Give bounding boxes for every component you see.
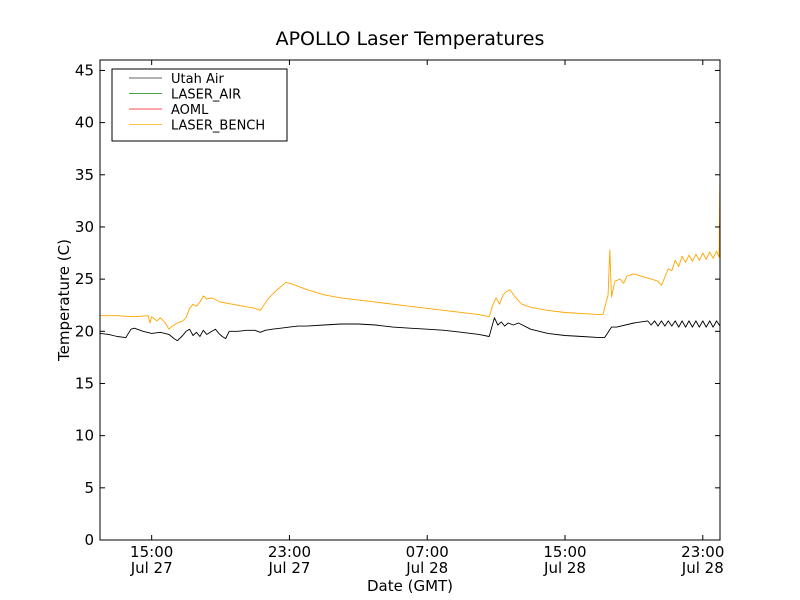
x-tick-label-date: Jul 28 xyxy=(543,559,586,577)
x-tick-label-date: Jul 27 xyxy=(130,559,173,577)
series-line-laser-bench xyxy=(100,169,721,330)
legend-label: AOML xyxy=(171,103,209,118)
legend-label: LASER_AIR xyxy=(171,88,241,103)
series-line-utah-air xyxy=(99,317,721,342)
y-tick-label: 5 xyxy=(84,479,94,497)
y-tick-label: 40 xyxy=(75,114,94,132)
x-tick-label-date: Jul 28 xyxy=(405,559,448,577)
y-axis-label: Temperature (C) xyxy=(55,239,73,362)
series-layer xyxy=(99,169,721,342)
y-tick-label: 10 xyxy=(75,427,94,445)
y-tick-label: 25 xyxy=(75,270,94,288)
legend-label: Utah Air xyxy=(171,72,224,87)
y-tick-label: 35 xyxy=(75,166,94,184)
x-tick-label-time: 15:00 xyxy=(130,543,173,561)
y-tick-label: 0 xyxy=(84,531,94,549)
plot-frame xyxy=(99,59,721,541)
y-tick-label: 30 xyxy=(75,218,94,236)
y-tick-label: 45 xyxy=(75,61,94,79)
x-tick-label-date: Jul 27 xyxy=(267,559,310,577)
legend-frame xyxy=(111,68,288,142)
x-tick-label-time: 07:00 xyxy=(406,543,449,561)
chart-title: APOLLO Laser Temperatures xyxy=(276,28,545,50)
x-tick-label-time: 23:00 xyxy=(268,543,311,561)
y-tick-label: 20 xyxy=(75,322,94,340)
y-tick-label: 15 xyxy=(75,374,94,392)
x-tick-label-time: 15:00 xyxy=(543,543,586,561)
x-tick-label-time: 23:00 xyxy=(681,543,724,561)
x-tick-label-date: Jul 28 xyxy=(681,559,724,577)
legend-label: LASER_BENCH xyxy=(171,119,265,134)
x-axis-label: Date (GMT) xyxy=(367,577,453,595)
